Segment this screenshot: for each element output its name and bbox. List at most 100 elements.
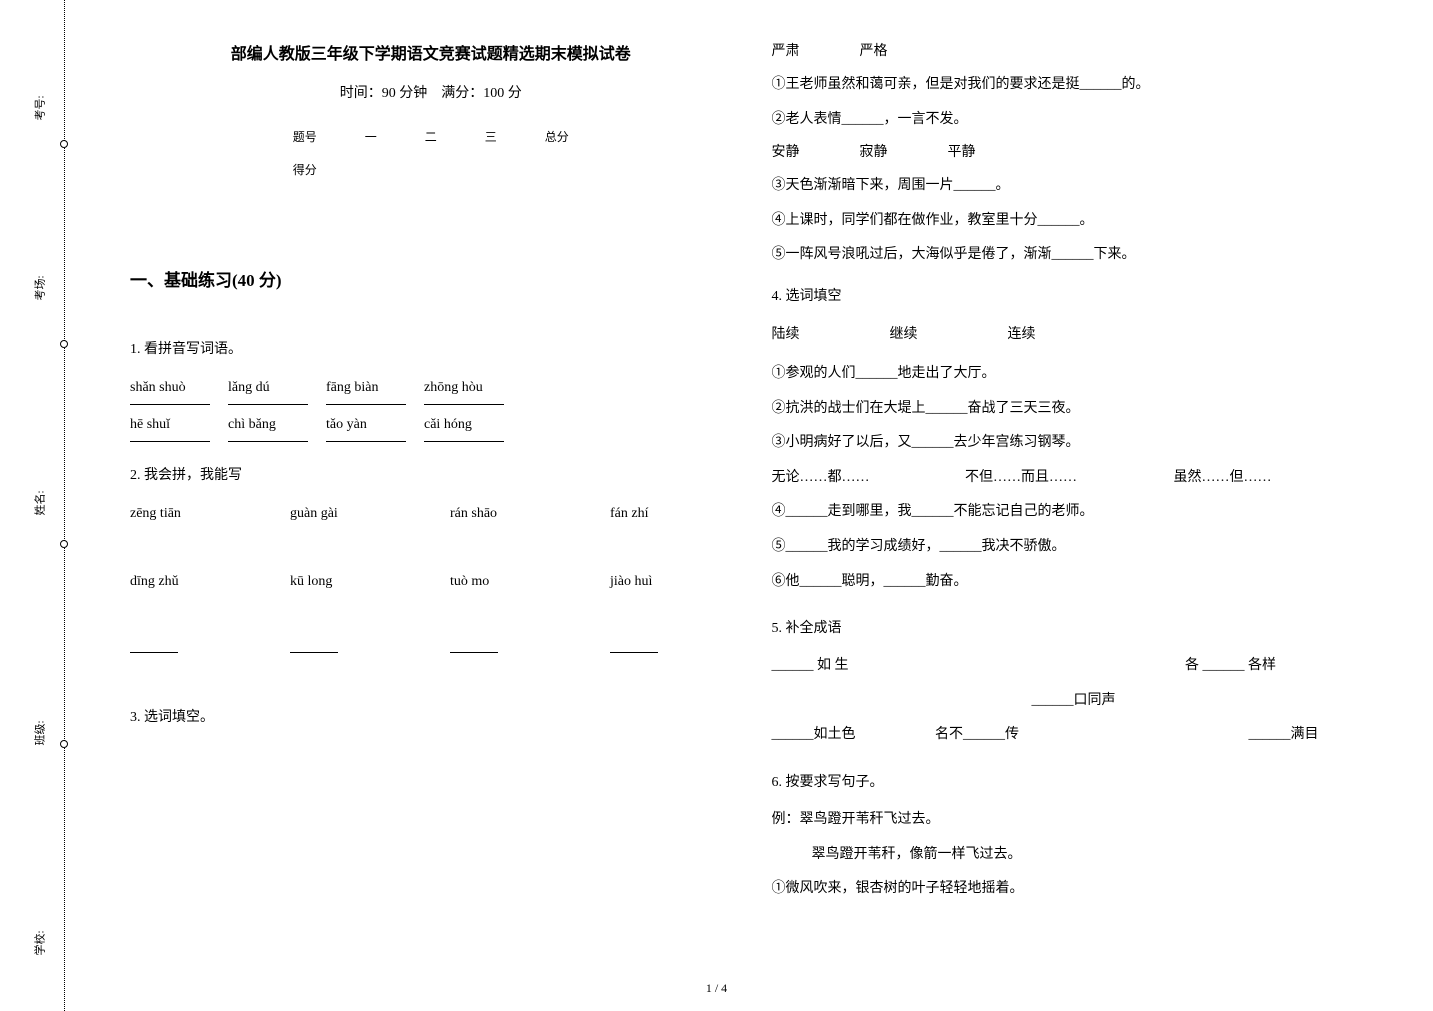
question-3: 3. 选词填空。 (130, 704, 732, 732)
blank-line (130, 652, 178, 653)
th-1: 一 (341, 120, 401, 153)
pinyin-item: tǎo yàn (326, 411, 406, 442)
conj-option: 无论……都…… (772, 465, 962, 492)
binding-circle-icon (60, 140, 68, 148)
blank-line (290, 652, 338, 653)
pinyin-item: lǎng dú (228, 374, 308, 405)
q4-title: 4. 选词填空 (772, 283, 1374, 311)
section-heading: 一、基础练习(40 分) (130, 266, 732, 291)
q1-title: 1. 看拼音写词语。 (130, 336, 732, 364)
word-option: 寂静 (860, 141, 888, 161)
question-6: 6. 按要求写句子。 例：翠鸟蹬开苇秆飞过去。 翠鸟蹬开苇秆，像箭一样飞过去。 … (772, 769, 1374, 903)
pinyin-item: cǎi hóng (424, 411, 504, 442)
q6-example-label: 例：翠鸟蹬开苇秆飞过去。 (772, 807, 1374, 834)
binding-margin: 学校: 班级: 姓名: 考场: 考号: (0, 0, 80, 1011)
pinyin-item: zēng tiān (130, 506, 181, 521)
q4-sentence-5: ⑤______我的学习成绩好，______我决不骄傲。 (772, 534, 1374, 561)
q5-title: 5. 补全成语 (772, 615, 1374, 643)
pinyin-item: kū long (290, 574, 332, 589)
q4-sentence-1: ①参观的人们______地走出了大厅。 (772, 361, 1374, 388)
conj-option: 不但……而且…… (965, 465, 1170, 492)
q5-line2: ______口同声 (772, 688, 1374, 715)
th-2: 二 (401, 120, 461, 153)
word-option: 平静 (948, 141, 976, 161)
blank-line (610, 652, 658, 653)
q3-sentence-3: ③天色渐渐暗下来，周围一片______。 (772, 173, 1374, 200)
word-option: 安静 (772, 141, 800, 161)
question-4: 4. 选词填空 陆续 继续 连续 ①参观的人们______地走出了大厅。 ②抗洪… (772, 283, 1374, 595)
q4-sentence-4: ④______走到哪里，我______不能忘记自己的老师。 (772, 499, 1374, 526)
td-blank (461, 153, 521, 186)
pinyin-row-2: hē shuǐ chì bǎng tǎo yàn cǎi hóng (130, 411, 732, 442)
q5-line3: ______如土色 名不______传 ______满目 (772, 722, 1374, 749)
word-option: 严肃 (772, 40, 800, 60)
td-blank (341, 153, 401, 186)
pinyin-item: guàn gài (290, 506, 338, 521)
q4-sentence-6: ⑥他______聪明，______勤奋。 (772, 569, 1374, 596)
th-total: 总分 (521, 120, 593, 153)
right-column: 严肃 严格 ①王老师虽然和蔼可亲，但是对我们的要求还是挺______的。 ②老人… (752, 40, 1394, 991)
th-num: 题号 (269, 120, 341, 153)
q6-title: 6. 按要求写句子。 (772, 769, 1374, 797)
idiom-part: ______如土色 (772, 722, 932, 749)
q2-title: 2. 我会拼，我能写 (130, 462, 732, 490)
q3-sentence-4: ④上课时，同学们都在做作业，教室里十分______。 (772, 208, 1374, 235)
word-group-2: 安静 寂静 平静 (772, 141, 1374, 161)
q3-sentence-5: ⑤一阵风号浪吼过后，大海似乎是倦了，渐渐______下来。 (772, 242, 1374, 269)
question-1: 1. 看拼音写词语。 shǎn shuò lǎng dú fāng biàn z… (130, 336, 732, 442)
q4-sentence-3: ③小明病好了以后，又______去少年宫练习钢琴。 (772, 430, 1374, 457)
q3-title: 3. 选词填空。 (130, 704, 732, 732)
binding-label-id: 考号: (32, 95, 48, 120)
binding-circle-icon (60, 540, 68, 548)
pinyin-item: dīng zhǔ (130, 574, 179, 589)
word-group-3: 陆续 继续 连续 (772, 321, 1374, 349)
blank-line (450, 652, 498, 653)
pinyin-item: hē shuǐ (130, 411, 210, 442)
pinyin-item: fāng biàn (326, 374, 406, 405)
idiom-part: ______口同声 (1032, 693, 1116, 708)
pinyin-row-1: shǎn shuò lǎng dú fāng biàn zhōng hòu (130, 374, 732, 405)
pinyin-item: fán zhí (610, 506, 648, 521)
pinyin-item: tuò mo (450, 574, 489, 589)
q3-sentence-2: ②老人表情______，一言不发。 (772, 107, 1374, 134)
binding-label-school: 学校: (32, 930, 48, 955)
pinyin-grid: zēng tiān guàn gài rán shāo fán zhí dīng… (130, 500, 732, 664)
idiom-part: ______ 如 生 (772, 653, 1182, 680)
exam-title: 部编人教版三年级下学期语文竞赛试题精选期末模拟试卷 (130, 40, 732, 64)
td-blank (401, 153, 461, 186)
q6-example-text: 翠鸟蹬开苇秆，像箭一样飞过去。 (772, 842, 1374, 869)
pinyin-item: jiào huì (610, 574, 652, 589)
binding-label-room: 考场: (32, 275, 48, 300)
main-content: 部编人教版三年级下学期语文竞赛试题精选期末模拟试卷 时间：90 分钟 满分：10… (80, 0, 1433, 1011)
word-option: 陆续 (772, 321, 800, 349)
q4-sentence-2: ②抗洪的战士们在大堤上______奋战了三天三夜。 (772, 396, 1374, 423)
exam-time-score: 时间：90 分钟 满分：100 分 (130, 82, 732, 102)
word-group-1: 严肃 严格 (772, 40, 1374, 60)
pinyin-item: zhōng hòu (424, 374, 504, 405)
td-blank (521, 153, 593, 186)
th-3: 三 (461, 120, 521, 153)
score-table: 题号 一 二 三 总分 得分 (269, 120, 593, 186)
binding-label-class: 班级: (32, 720, 48, 745)
q5-line1: ______ 如 生 各 ______ 各样 (772, 653, 1374, 680)
conj-option: 虽然……但…… (1174, 470, 1272, 485)
q4-group2: 无论……都…… 不但……而且…… 虽然……但…… (772, 465, 1374, 492)
table-row: 题号 一 二 三 总分 (269, 120, 593, 153)
word-option: 继续 (890, 321, 918, 349)
question-2: 2. 我会拼，我能写 zēng tiān guàn gài rán shāo f… (130, 462, 732, 664)
idiom-part: ______满目 (1249, 727, 1319, 742)
pinyin-item: chì bǎng (228, 411, 308, 442)
page-number: 1 / 4 (706, 981, 727, 996)
q6-sentence-1: ①微风吹来，银杏树的叶子轻轻地摇着。 (772, 876, 1374, 903)
idiom-part: 各 ______ 各样 (1185, 658, 1276, 673)
binding-label-name: 姓名: (32, 490, 48, 515)
left-column: 部编人教版三年级下学期语文竞赛试题精选期末模拟试卷 时间：90 分钟 满分：10… (110, 40, 752, 991)
pinyin-item: shǎn shuò (130, 374, 210, 405)
q3-sentence-1: ①王老师虽然和蔼可亲，但是对我们的要求还是挺______的。 (772, 72, 1374, 99)
binding-circle-icon (60, 740, 68, 748)
table-row: 得分 (269, 153, 593, 186)
idiom-part: 名不______传 (935, 722, 1245, 749)
binding-circle-icon (60, 340, 68, 348)
pinyin-item: rán shāo (450, 506, 497, 521)
td-score-label: 得分 (269, 153, 341, 186)
